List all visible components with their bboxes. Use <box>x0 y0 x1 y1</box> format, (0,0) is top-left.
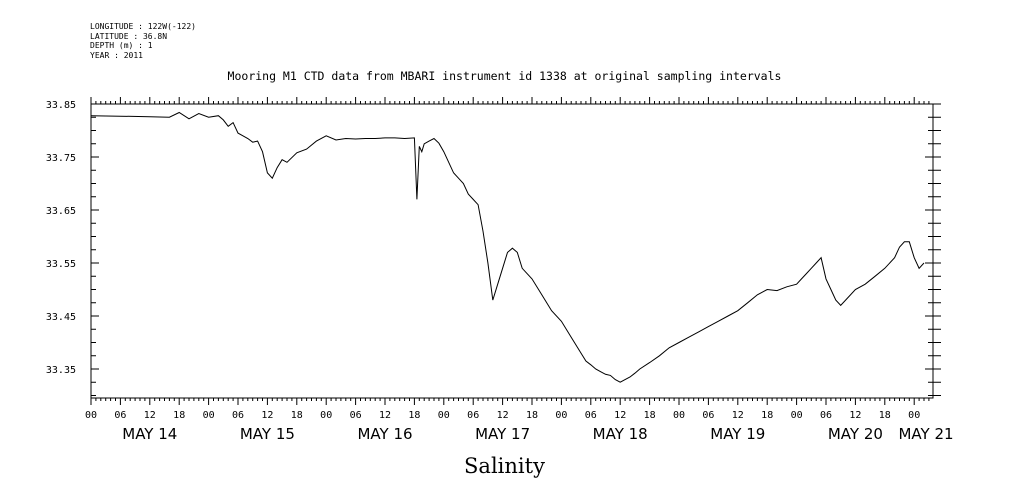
hour-tick-label: 18 <box>761 410 773 421</box>
hour-tick-label: 00 <box>85 410 97 421</box>
hour-tick-label: 18 <box>173 410 185 421</box>
depth-text: DEPTH (m) : 1 <box>90 41 153 50</box>
y-variable-label: Salinity <box>464 454 545 478</box>
hour-tick-label: 00 <box>203 410 215 421</box>
hour-tick-label: 00 <box>908 410 920 421</box>
hour-tick-label: 06 <box>232 410 244 421</box>
hour-tick-label: 12 <box>379 410 391 421</box>
chart-title: Mooring M1 CTD data from MBARI instrumen… <box>227 69 782 83</box>
date-tick-label: MAY 16 <box>357 425 412 443</box>
hour-tick-label: 12 <box>261 410 273 421</box>
hour-tick-label: 06 <box>585 410 597 421</box>
longitude-text: LONGITUDE : 122W(-122) <box>90 22 196 31</box>
salinity-series-line <box>90 111 925 383</box>
hour-tick-label: 12 <box>849 410 861 421</box>
hour-tick-label: 00 <box>555 410 567 421</box>
hour-tick-label: 06 <box>467 410 479 421</box>
year-text: YEAR : 2011 <box>90 50 143 60</box>
hour-tick-label: 18 <box>644 410 656 421</box>
hour-tick-label: 18 <box>526 410 538 421</box>
y-tick-label: 33.85 <box>46 100 76 111</box>
date-tick-label: MAY 17 <box>475 425 530 443</box>
hour-tick-label: 00 <box>438 410 450 421</box>
y-tick-label: 33.35 <box>46 365 76 376</box>
date-tick-label: MAY 21 <box>898 425 953 443</box>
y-tick-label: 33.45 <box>46 312 76 323</box>
hour-tick-label: 12 <box>144 410 156 421</box>
date-tick-label: MAY 14 <box>122 425 177 443</box>
latitude-text: LATITUDE : 36.8N <box>90 31 168 41</box>
hour-tick-label: 00 <box>673 410 685 421</box>
hour-tick-label: 12 <box>614 410 626 421</box>
hour-tick-label: 00 <box>320 410 332 421</box>
plot-frame <box>90 103 934 399</box>
y-tick-label: 33.65 <box>46 206 76 217</box>
hour-tick-label: 06 <box>702 410 714 421</box>
hour-tick-label: 00 <box>791 410 803 421</box>
date-tick-label: MAY 20 <box>828 425 883 443</box>
metadata-block: LONGITUDE : 122W(-122) LATITUDE : 36.8N … <box>90 22 196 60</box>
hour-tick-label: 18 <box>291 410 303 421</box>
date-tick-label: MAY 15 <box>240 425 295 443</box>
date-tick-label: MAY 19 <box>710 425 765 443</box>
hour-tick-label: 18 <box>879 410 891 421</box>
date-tick-label: MAY 18 <box>593 425 648 443</box>
y-tick-label: 33.75 <box>46 153 76 164</box>
hour-tick-label: 06 <box>820 410 832 421</box>
hour-tick-label: 12 <box>497 410 509 421</box>
hour-tick-label: 06 <box>114 410 126 421</box>
hour-tick-label: 06 <box>350 410 362 421</box>
y-tick-label: 33.55 <box>46 259 76 270</box>
hour-tick-label: 18 <box>408 410 420 421</box>
hour-tick-label: 12 <box>732 410 744 421</box>
